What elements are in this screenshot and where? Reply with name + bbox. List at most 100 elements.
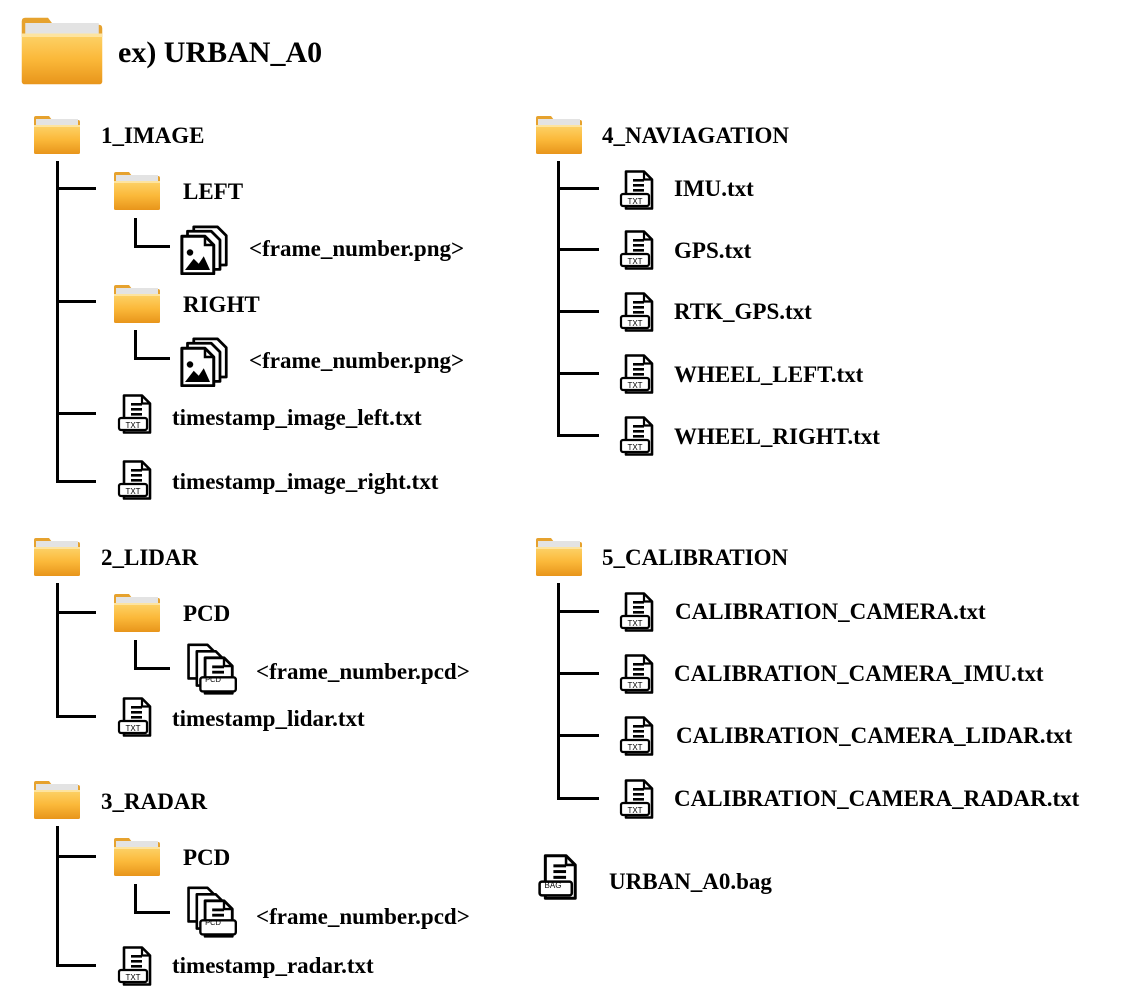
folder-icon — [33, 115, 81, 155]
radar-frame-file: <frame_number.pcd> — [256, 904, 470, 929]
tree-branch — [557, 610, 599, 613]
lidar-folder-label: 2_LIDAR — [101, 545, 199, 570]
navigation-folder-label: 4_NAVIAGATION — [602, 123, 790, 148]
folder-icon — [113, 837, 161, 877]
radar-folder-label: 3_RADAR — [101, 789, 208, 814]
image-folder-label: 1_IMAGE — [101, 123, 205, 148]
tree-branch — [56, 964, 96, 967]
timestamp-lidar: timestamp_lidar.txt — [172, 706, 365, 731]
timestamp-image-left: timestamp_image_left.txt — [172, 405, 422, 430]
txt-file-icon: TXT — [117, 697, 153, 737]
calib-file-label: CALIBRATION_CAMERA_IMU.txt — [674, 661, 1044, 686]
timestamp-radar: timestamp_radar.txt — [172, 953, 374, 978]
txt-file-icon: TXT — [117, 460, 153, 500]
txt-file-icon: TXT — [619, 716, 655, 756]
tree-branch — [134, 245, 170, 248]
tree-branch — [56, 855, 96, 858]
txt-file-icon: TXT — [619, 654, 655, 694]
tree-line — [56, 161, 59, 483]
tree-branch — [557, 248, 599, 251]
tree-branch — [557, 797, 599, 800]
tree-line — [134, 640, 137, 670]
tree-branch — [557, 310, 599, 313]
lidar-frame-file: <frame_number.pcd> — [256, 659, 470, 684]
tree-branch — [557, 187, 599, 190]
timestamp-image-right: timestamp_image_right.txt — [172, 469, 439, 494]
image-files-icon — [180, 225, 230, 275]
tree-branch — [56, 187, 96, 190]
folder-icon — [113, 171, 161, 211]
left-folder-label: LEFT — [183, 179, 244, 204]
txt-file-icon: TXT — [117, 946, 153, 986]
svg-text:TXT: TXT — [627, 619, 642, 628]
folder-icon — [113, 284, 161, 324]
right-folder-label: RIGHT — [183, 292, 260, 317]
txt-file-icon: TXT — [619, 170, 655, 210]
nav-file-label: RTK_GPS.txt — [674, 299, 812, 324]
nav-file-label: IMU.txt — [674, 176, 754, 201]
txt-file-icon: TXT — [619, 292, 655, 332]
folder-icon — [113, 593, 161, 633]
svg-text:TXT: TXT — [627, 381, 642, 390]
svg-text:PCD: PCD — [205, 675, 221, 684]
svg-text:TXT: TXT — [627, 197, 642, 206]
folder-icon — [535, 115, 583, 155]
tree-branch — [56, 300, 96, 303]
tree-branch — [134, 357, 170, 360]
tree-branch — [557, 372, 599, 375]
txt-file-icon: TXT — [619, 779, 655, 819]
radar-pcd-folder-label: PCD — [183, 845, 231, 870]
txt-file-icon: TXT — [117, 394, 153, 434]
bag-file-label: URBAN_A0.bag — [609, 869, 772, 894]
left-frame-file: <frame_number.png> — [249, 236, 465, 261]
folder-icon — [33, 537, 81, 577]
tree-line — [56, 826, 59, 967]
tree-branch — [557, 672, 599, 675]
tree-branch — [557, 734, 599, 737]
tree-line — [134, 884, 137, 914]
svg-text:TXT: TXT — [125, 487, 140, 496]
txt-file-icon: TXT — [619, 416, 655, 456]
txt-file-icon: TXT — [619, 354, 655, 394]
root-folder-label: ex) URBAN_A0 — [118, 36, 323, 69]
calibration-folder-label: 5_CALIBRATION — [602, 545, 789, 570]
right-frame-file: <frame_number.png> — [249, 348, 465, 373]
tree-branch — [56, 412, 96, 415]
tree-line — [56, 583, 59, 718]
txt-file-icon: TXT — [619, 592, 655, 632]
calib-file-label: CALIBRATION_CAMERA_LIDAR.txt — [676, 723, 1073, 748]
svg-text:TXT: TXT — [627, 681, 642, 690]
bag-file-icon: BAG — [537, 854, 579, 900]
tree-line — [134, 330, 137, 360]
svg-text:TXT: TXT — [125, 973, 140, 982]
tree-line — [134, 218, 137, 248]
calib-file-label: CALIBRATION_CAMERA_RADAR.txt — [674, 786, 1080, 811]
nav-file-label: WHEEL_RIGHT.txt — [674, 424, 880, 449]
txt-file-icon: TXT — [619, 230, 655, 270]
tree-branch — [56, 715, 96, 718]
folder-icon — [33, 780, 81, 820]
pcd-files-icon: PCD — [185, 643, 237, 695]
tree-branch — [56, 480, 96, 483]
svg-text:PCD: PCD — [205, 918, 221, 927]
svg-text:TXT: TXT — [125, 421, 140, 430]
tree-line — [557, 161, 560, 437]
pcd-files-icon: PCD — [185, 886, 237, 938]
root-folder-icon — [20, 16, 104, 86]
calib-file-label: CALIBRATION_CAMERA.txt — [675, 599, 986, 624]
lidar-pcd-folder-label: PCD — [183, 601, 231, 626]
tree-branch — [557, 434, 599, 437]
tree-line — [557, 583, 560, 800]
svg-text:TXT: TXT — [627, 257, 642, 266]
tree-branch — [134, 911, 170, 914]
svg-text:TXT: TXT — [627, 806, 642, 815]
svg-text:TXT: TXT — [627, 319, 642, 328]
image-files-icon — [180, 337, 230, 387]
svg-text:BAG: BAG — [545, 881, 562, 890]
nav-file-label: WHEEL_LEFT.txt — [674, 362, 864, 387]
svg-text:TXT: TXT — [627, 443, 642, 452]
tree-branch — [56, 611, 96, 614]
svg-text:TXT: TXT — [627, 743, 642, 752]
svg-text:TXT: TXT — [125, 724, 140, 733]
nav-file-label: GPS.txt — [674, 238, 752, 263]
